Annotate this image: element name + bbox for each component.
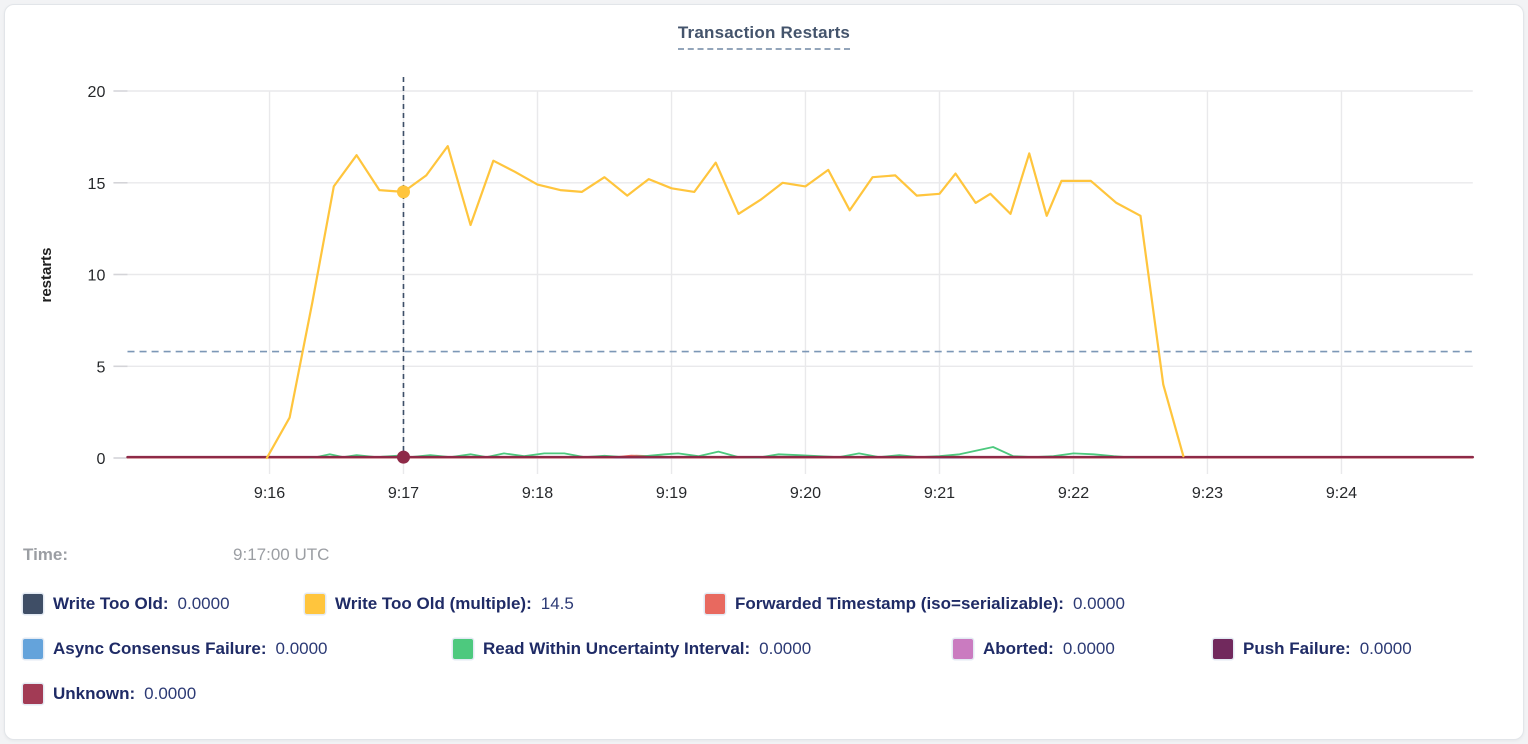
hover-dot-write-too-old-multiple	[396, 185, 411, 199]
legend-row: Async Consensus Failure: 0.0000 Read Withi…	[23, 626, 1523, 671]
legend-item-write-too-old-multiple: Write Too Old (multiple): 14.5	[305, 593, 705, 614]
chart-title[interactable]: Transaction Restarts	[677, 23, 851, 50]
tick-labels-layer: 9:16 9:17 9:18 9:19 9:20 9:21 9:22 9:23 9:24 0 5 10…	[88, 83, 1358, 502]
legend-label: Aborted:	[983, 638, 1054, 658]
legend-value: 0.0000	[1359, 638, 1412, 658]
legend-item-write-too-old: Write Too Old: 0.0000	[23, 593, 305, 614]
legend-item-unknown: Unknown: 0.0000	[23, 683, 197, 704]
legend-swatch-unknown	[23, 683, 43, 704]
y-tick-label: 20	[88, 83, 106, 101]
legend-label: Async Consensus Failure:	[53, 638, 267, 658]
transaction-restarts-chart[interactable]: 9:16 9:17 9:18 9:19 9:20 9:21 9:22 9:23 9:24 0 5 10…	[5, 63, 1523, 533]
legend-item-forwarded-timestamp-iso-serializable: Forwarded Timestamp (iso=serializable): 0…	[705, 593, 1125, 614]
legend-item-push-failure: Push Failure: 0.0000	[1213, 638, 1412, 659]
legend-item-aborted: Aborted: 0.0000	[953, 638, 1213, 659]
hover-dot-unknown	[396, 450, 411, 464]
chart-card: Transaction Restarts 9:16 9:17 9:18 9:19 9:2…	[4, 4, 1524, 740]
series-line-write-too-old-multiple	[265, 144, 1185, 460]
legend-value: 0.0000	[275, 638, 328, 658]
legend-swatch-async-consensus-failure	[23, 638, 43, 659]
y-tick-label: 0	[96, 450, 105, 468]
x-tick-label: 9:16	[254, 484, 285, 502]
legend-label: Read Within Uncertainty Interval:	[483, 638, 751, 658]
x-tick-label: 9:21	[924, 484, 955, 502]
x-tick-label: 9:18	[522, 484, 553, 502]
legend-swatch-push-failure	[1213, 638, 1233, 659]
hover-readout: Time: 9:17:00 UTC Write Too Old: 0.0000 Wr…	[5, 533, 1523, 716]
legend-label: Write Too Old:	[53, 593, 169, 613]
legend-value: 0.0000	[177, 593, 230, 613]
legend-label: Forwarded Timestamp (iso=serializable):	[735, 593, 1064, 613]
legend-swatch-write-too-old-multiple	[305, 593, 325, 614]
y-tick-label: 5	[96, 358, 105, 376]
time-value: 9:17:00 UTC	[233, 545, 330, 564]
legend-value: 14.5	[540, 593, 574, 613]
legend-row: Write Too Old: 0.0000 Write Too Old (multi…	[23, 581, 1523, 626]
x-tick-label: 9:22	[1058, 484, 1089, 502]
legend-value: 0.0000	[759, 638, 812, 658]
time-row: Time: 9:17:00 UTC	[23, 539, 1523, 571]
time-label: Time:	[23, 545, 69, 564]
series-layer	[126, 144, 1475, 460]
legend-swatch-aborted	[953, 638, 973, 659]
grid-layer	[113, 90, 1473, 474]
legend-row: Unknown: 0.0000	[23, 671, 1523, 716]
legend: Write Too Old: 0.0000 Write Too Old (multi…	[23, 581, 1523, 716]
legend-label: Push Failure:	[1243, 638, 1351, 658]
x-tick-label: 9:19	[656, 484, 687, 502]
x-tick-label: 9:24	[1326, 484, 1357, 502]
legend-item-read-within-uncertainty-interval: Read Within Uncertainty Interval: 0.0000	[453, 638, 953, 659]
legend-swatch-forwarded-timestamp-iso-serializable	[705, 593, 725, 614]
legend-value: 0.0000	[1062, 638, 1115, 658]
legend-swatch-read-within-uncertainty-interval	[453, 638, 473, 659]
legend-item-async-consensus-failure: Async Consensus Failure: 0.0000	[23, 638, 453, 659]
chart-header: Transaction Restarts	[5, 5, 1523, 63]
x-tick-label: 9:23	[1192, 484, 1223, 502]
y-tick-label: 10	[88, 267, 106, 285]
hover-crosshair-layer	[396, 77, 411, 464]
x-tick-label: 9:20	[790, 484, 821, 502]
y-axis-title: restarts	[38, 248, 55, 303]
legend-value: 0.0000	[144, 683, 197, 703]
legend-value: 0.0000	[1072, 593, 1125, 613]
x-tick-label: 9:17	[388, 484, 419, 502]
legend-label: Unknown:	[53, 683, 136, 703]
legend-swatch-write-too-old	[23, 593, 43, 614]
y-tick-label: 15	[88, 175, 106, 193]
legend-label: Write Too Old (multiple):	[335, 593, 532, 613]
